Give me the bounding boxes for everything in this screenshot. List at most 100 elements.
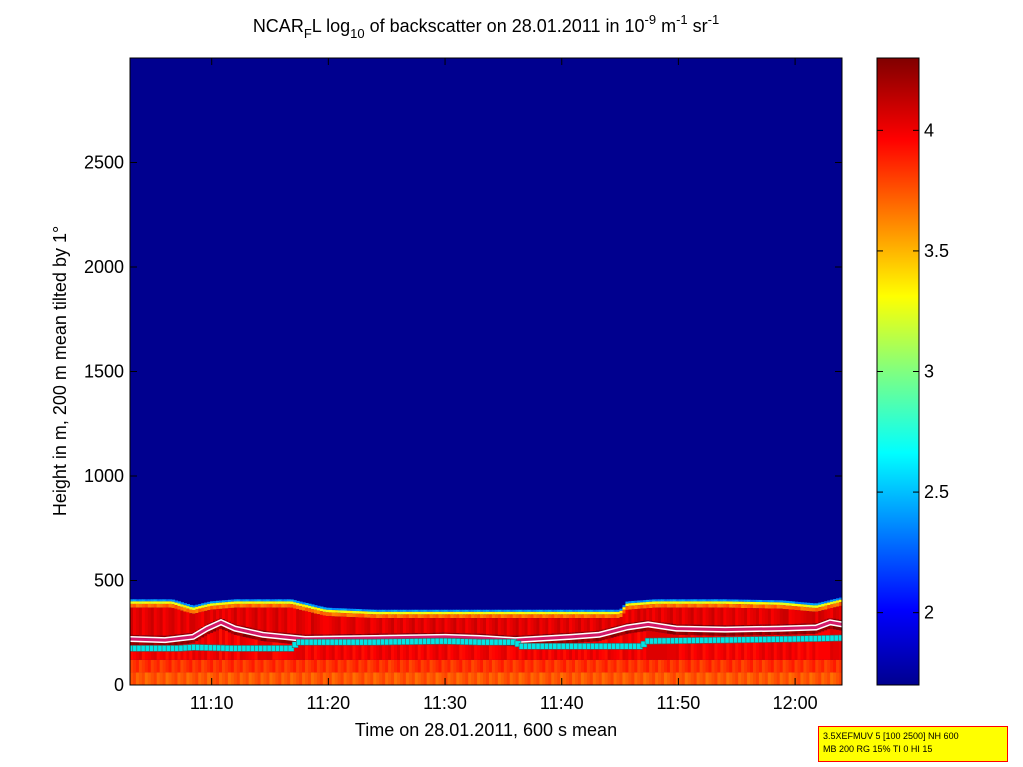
heatmap-cell [207,603,211,607]
heatmap-cell [738,672,742,685]
heatmap-cell [296,602,300,606]
heatmap-cell [319,645,324,660]
x-tick-label: 11:50 [657,693,701,713]
heatmap-cell [480,659,484,673]
heatmap-cell [248,659,253,673]
heatmap-cell [290,599,294,602]
heatmap-cell [500,611,505,615]
heatmap-cell [156,607,161,636]
heatmap-cell [352,644,357,660]
heatmap-cell [180,610,184,634]
heatmap-cell [708,603,713,608]
heatmap-cell [426,672,431,685]
heatmap-cell [296,672,300,685]
heatmap-cell [132,603,137,608]
heatmap-cell [373,672,377,685]
heatmap-cell [474,644,478,660]
heatmap-cell [420,609,425,612]
heatmap-cell [316,605,321,608]
heatmap-cell [509,609,514,612]
heatmap-cell [806,672,810,685]
heatmap-cell [346,613,351,617]
heatmap-cell [219,602,223,606]
heatmap-cell [563,618,567,634]
heatmap-cell [711,659,716,673]
heatmap-cell [308,605,312,609]
heatmap-cell [257,601,262,604]
heatmap-cell [245,607,250,628]
heatmap-cell [340,610,345,613]
heatmap-cell [263,659,268,673]
heatmap-cell [773,672,778,685]
heatmap-cell [720,672,724,685]
heatmap-cell [723,635,727,660]
heatmap-cell [758,659,763,673]
heatmap-cell [729,604,733,608]
heatmap-cell [227,608,232,622]
heatmap-cell [331,616,336,635]
heatmap-cell [435,614,440,619]
info-line-1: 3.5XEFMUV 5 [100 2500] NH 600 [823,731,959,741]
heatmap-cell [284,601,288,604]
heatmap-cell [296,659,300,673]
heatmap-cell [542,659,546,673]
heatmap-cell [631,603,635,606]
heatmap-cell [426,618,431,633]
heatmap-cell [385,614,389,619]
heatmap-cell [732,604,736,608]
heatmap-cell [254,672,259,685]
heatmap-cell [331,607,336,611]
heatmap-cell [174,605,179,609]
heatmap-cell [216,605,220,610]
heatmap-cell [132,607,137,635]
heatmap-cell [284,659,288,673]
heatmap-cell [791,634,796,660]
heatmap-cell [358,613,362,618]
heatmap-cell [456,614,460,619]
heatmap-cell [385,659,389,673]
heatmap-cell [800,659,805,673]
heatmap-cell [135,601,140,604]
heatmap-cell [672,599,677,602]
heatmap-cell [379,644,383,660]
heatmap-cell [468,611,472,615]
heatmap-cell [702,607,707,625]
heatmap-cell [628,609,632,623]
heatmap-cell [245,659,250,673]
heatmap-cell [678,603,683,608]
heatmap-cell [221,600,226,603]
heatmap-cell [708,601,713,604]
heatmap-cell [361,672,365,685]
heatmap-cell [494,609,499,612]
heatmap-cell [408,618,413,634]
heatmap-cell [444,672,449,685]
heatmap-cell [705,659,710,673]
heatmap-cell [592,614,597,619]
heatmap-cell [432,672,437,685]
processing-info-box: 3.5XEFMUV 5 [100 2500] NH 600 MB 200 RG … [818,726,1008,762]
heatmap-cell [634,605,638,610]
heatmap-cell [818,610,822,622]
heatmap-cell [435,672,440,685]
heatmap-cell [729,635,733,660]
heatmap-cell [263,601,268,604]
heatmap-cell [607,609,612,612]
heatmap-background [130,58,842,685]
heatmap-cell [405,618,410,634]
heatmap-cell [687,599,692,602]
heatmap-cell [503,672,508,685]
heatmap-cell [302,659,306,673]
heatmap-cell [432,611,437,615]
heatmap-cell [397,618,401,634]
heatmap-cell [491,611,496,615]
heatmap-cell [625,603,629,607]
heatmap-cell [459,614,463,619]
heatmap-cell [827,629,831,660]
heatmap-cell [741,601,745,605]
heatmap-cell [675,672,680,685]
heatmap-cell [782,659,787,673]
heatmap-cell [429,643,434,660]
heatmap-cell [224,659,229,673]
heatmap-cell [702,635,707,660]
heatmap-cell [669,634,674,660]
